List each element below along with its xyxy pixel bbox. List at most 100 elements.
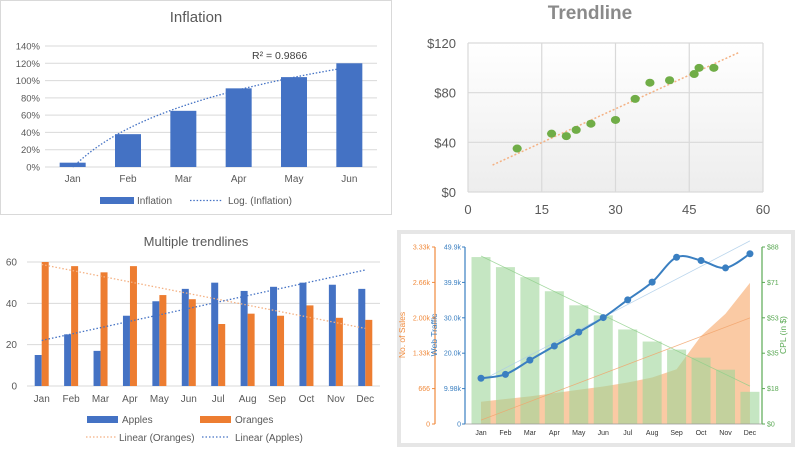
- axis-tick-label-cpl: $18: [767, 386, 779, 393]
- axis-tick-label-cpl: $88: [767, 245, 779, 252]
- bar-apples-oct: [299, 282, 307, 386]
- bar-cpl-apr: [544, 291, 564, 424]
- y-tick-label: $80: [434, 86, 456, 101]
- axis-title-cpl: CPL (in $): [778, 316, 788, 354]
- y-tick-label: 80%: [21, 93, 41, 104]
- x-tick-label: Jul: [623, 430, 632, 437]
- bar-apples-jan: [34, 355, 42, 386]
- x-tick-label: Nov: [719, 430, 732, 437]
- bar-cpl-aug: [642, 341, 662, 424]
- log-trendline: [72, 66, 350, 168]
- axis-title-no-of-sales: No. of Sales: [397, 312, 407, 358]
- r-squared-label: R² = 0.9866: [252, 50, 307, 62]
- bar-oranges-aug: [247, 313, 255, 386]
- bar-cpl-jul: [618, 329, 638, 424]
- y-tick-label: 40%: [21, 128, 41, 139]
- web-traffic-point-jan: [477, 374, 485, 382]
- legend-label-linear-apples: Linear (Apples): [235, 433, 303, 444]
- x-tick-label: Jun: [181, 394, 197, 405]
- axis-tick-label-no-of-sales: 2.00k: [413, 315, 431, 322]
- x-tick-label: Sep: [670, 430, 683, 437]
- bar-oranges-sep: [277, 315, 285, 386]
- axis-tick-label-cpl: $71: [767, 280, 779, 287]
- chart-title: Inflation: [170, 9, 223, 26]
- bar-apples-jul: [211, 282, 219, 386]
- y-tick-label: $120: [427, 36, 456, 51]
- y-tick-label: 0: [11, 382, 17, 393]
- trendline-cpl: [480, 255, 751, 387]
- axis-title-web-traffic: Web Traffic: [429, 313, 439, 356]
- axis-tick-label-web-traffic: 0: [457, 422, 461, 429]
- x-tick-label: Jan: [34, 394, 50, 405]
- y-tick-label: 140%: [16, 42, 41, 53]
- scatter-point-10: [694, 63, 704, 72]
- trendline-scatter-chart: Trendline 0 15 30 45 60 $0 $40 $80 $120: [427, 3, 770, 217]
- axis-tick-label-no-of-sales: 1.33k: [413, 351, 431, 358]
- bar-inflation-mar: [170, 110, 197, 167]
- bar-oranges-feb: [71, 266, 79, 386]
- bar-oranges-mar: [100, 272, 108, 386]
- bar-apples-apr: [122, 315, 130, 386]
- web-traffic-point-aug: [648, 278, 656, 286]
- bar-apples-nov: [328, 284, 336, 386]
- bar-oranges-may: [159, 295, 167, 386]
- bar-cpl-jun: [593, 315, 613, 424]
- bar-cpl-mar: [520, 277, 540, 424]
- axis-tick-label-web-traffic: 39.9k: [444, 280, 462, 287]
- chart-title: Trendline: [548, 3, 632, 24]
- y-tick-label: 100%: [16, 76, 41, 87]
- x-tick-label: Jul: [212, 394, 225, 405]
- scatter-point-9: [689, 70, 699, 79]
- scatter-point-8: [664, 76, 675, 85]
- axis-tick-label-web-traffic: 30.0k: [444, 315, 462, 322]
- scatter-point-7: [645, 78, 655, 87]
- x-tick-label: Oct: [696, 430, 707, 437]
- x-tick-label: Dec: [356, 394, 374, 405]
- x-tick-label: 30: [608, 202, 622, 217]
- y-tick-label: $0: [442, 185, 456, 200]
- x-tick-label: Mar: [175, 174, 193, 185]
- scatter-point-6: [630, 94, 640, 103]
- legend-label-oranges: Oranges: [235, 415, 273, 426]
- x-tick-label: Aug: [239, 394, 257, 405]
- legend-swatch-apples: [87, 416, 118, 423]
- axis-tick-label-cpl: $53: [767, 315, 779, 322]
- trendline-web-traffic: [480, 240, 751, 382]
- y-tick-label: 20: [6, 340, 18, 351]
- axis-tick-label-no-of-sales: 666: [418, 386, 430, 393]
- web-traffic-point-oct: [697, 256, 705, 264]
- y-tick-label: 120%: [16, 59, 41, 70]
- bar-oranges-jan: [41, 262, 49, 386]
- bar-oranges-jul: [218, 324, 226, 386]
- bar-apples-aug: [240, 290, 248, 386]
- bar-apples-jun: [181, 288, 189, 386]
- bar-cpl-jan: [471, 257, 491, 424]
- bar-apples-sep: [270, 286, 278, 386]
- y-tick-label: 0%: [26, 163, 40, 174]
- bar-inflation-apr: [225, 88, 252, 167]
- legend-label-apples: Apples: [122, 415, 153, 426]
- web-traffic-point-nov: [722, 264, 729, 272]
- bar-oranges-oct: [306, 305, 314, 386]
- bar-inflation-jan: [59, 162, 86, 167]
- x-tick-label: Jan: [475, 430, 486, 437]
- scatter-point-11: [709, 63, 719, 72]
- web-traffic-point-apr: [550, 342, 558, 350]
- bar-oranges-dec: [365, 319, 373, 386]
- x-tick-label: Apr: [122, 394, 138, 405]
- x-tick-label: Dec: [744, 430, 757, 437]
- x-tick-label: May: [150, 394, 169, 405]
- bar-cpl-sep: [667, 349, 687, 424]
- web-traffic-point-dec: [746, 250, 754, 258]
- bar-cpl-oct: [691, 357, 711, 424]
- scatter-point-5: [610, 115, 621, 124]
- bar-apples-may: [152, 301, 160, 386]
- scatter-point-2: [561, 132, 571, 141]
- bar-apples-feb: [64, 334, 72, 386]
- x-tick-label: Feb: [63, 394, 81, 405]
- legend-swatch-oranges: [200, 416, 231, 423]
- legend-swatch-inflation: [100, 197, 134, 204]
- web-traffic-point-sep: [673, 253, 681, 261]
- x-tick-label: 0: [464, 202, 471, 217]
